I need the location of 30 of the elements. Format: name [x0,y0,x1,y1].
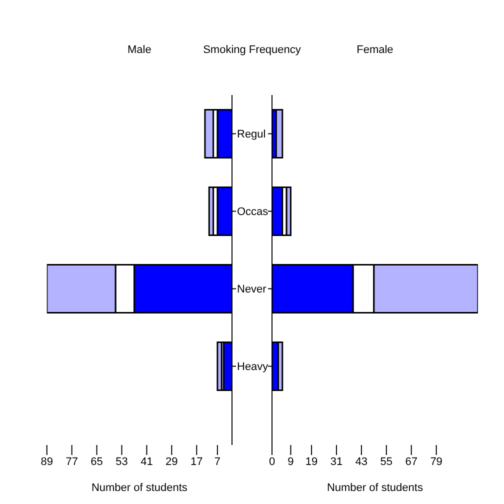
y-tick-label: Never [237,284,267,296]
x-axis-title: Number of students [326,482,424,494]
x-tick-label: 31 [330,456,343,468]
x-tick-label: 9 [288,456,294,468]
x-axis-title: Number of students [91,482,188,494]
x-tick-label: 55 [380,456,393,468]
bar [275,108,284,158]
x-tick-label: 19 [305,456,318,468]
bar [286,186,292,236]
bar [208,186,214,236]
x-tick-label: 67 [405,456,418,468]
x-tick-label: 53 [116,456,128,468]
x-tick-label: 29 [166,456,178,468]
x-tick-label: 65 [90,456,103,468]
y-axis-title: Smoking Frequency [202,44,302,56]
x-tick-label: 7 [214,456,221,468]
x-tick-label: 43 [355,456,368,468]
y-tick-label: Regul [237,128,266,141]
x-tick-label: 79 [430,456,442,468]
y-tick-label: Heavy [237,361,269,374]
bar [216,341,222,391]
x-tick-label: 17 [190,456,203,468]
bar [204,108,214,158]
x-tick-label: 0 [268,456,276,468]
chart-title: Female [356,44,394,56]
x-tick-label: 89 [40,456,54,468]
x-tick-label: 77 [66,456,78,468]
y-tick-label: Occas [237,206,269,218]
chart-title: Male [128,44,152,56]
x-tick-label: 41 [140,456,153,468]
